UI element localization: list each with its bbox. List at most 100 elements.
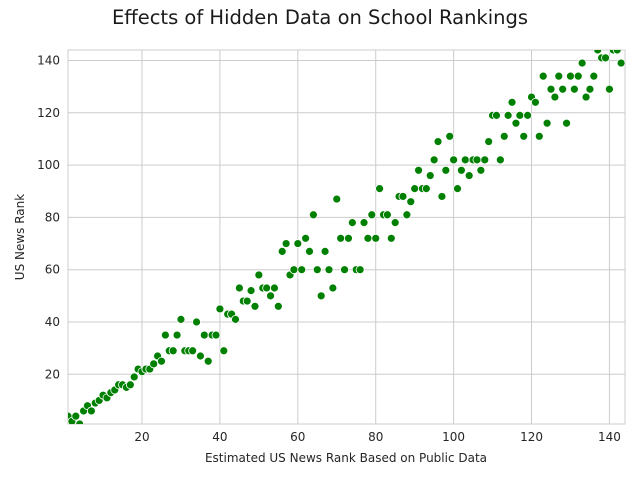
x-tick-label: 120 xyxy=(520,430,543,444)
data-point xyxy=(499,131,509,141)
x-tick-label: 20 xyxy=(134,430,149,444)
data-point xyxy=(616,58,625,68)
data-point xyxy=(359,218,369,228)
x-tick-label: 140 xyxy=(598,430,621,444)
data-point xyxy=(562,118,571,128)
data-point xyxy=(460,155,470,165)
data-point xyxy=(277,246,287,256)
data-point xyxy=(453,184,462,194)
data-point xyxy=(196,351,205,361)
data-point xyxy=(188,346,198,356)
y-tick-label: 20 xyxy=(45,367,60,381)
data-point xyxy=(363,233,373,243)
chart-title: Effects of Hidden Data on School Ranking… xyxy=(111,6,529,29)
y-tick-label: 120 xyxy=(37,106,60,120)
data-point xyxy=(402,210,412,220)
data-points xyxy=(68,50,625,424)
data-point xyxy=(324,265,334,275)
data-point xyxy=(320,246,330,256)
data-point xyxy=(449,155,459,165)
data-point xyxy=(558,84,568,94)
data-point xyxy=(534,131,544,141)
data-point xyxy=(382,210,392,220)
data-point xyxy=(375,184,385,194)
x-tick-label: 40 xyxy=(212,430,227,444)
data-point xyxy=(437,192,447,201)
x-axis-label: Estimated US News Rank Based on Public D… xyxy=(205,451,487,465)
data-point xyxy=(507,97,517,107)
data-point xyxy=(554,71,564,81)
data-point xyxy=(585,84,595,94)
data-point xyxy=(414,165,423,175)
data-point xyxy=(270,283,279,293)
data-point xyxy=(176,314,186,324)
data-point xyxy=(344,233,353,243)
data-point xyxy=(480,155,490,165)
data-point xyxy=(160,330,170,340)
x-tick-label: 100 xyxy=(442,430,465,444)
data-point xyxy=(231,314,240,324)
data-point xyxy=(519,131,529,141)
data-point xyxy=(262,283,272,293)
y-tick-label: 140 xyxy=(37,53,60,67)
data-point xyxy=(172,330,182,340)
axes-frame xyxy=(67,49,626,425)
x-tick-label: 60 xyxy=(290,430,305,444)
data-point xyxy=(523,110,533,120)
data-point xyxy=(340,265,349,275)
data-point xyxy=(421,184,431,194)
y-axis-ticks: 20 40 60 80 100 120 140 xyxy=(37,53,60,381)
data-point xyxy=(531,97,540,107)
data-point xyxy=(129,372,139,382)
data-point xyxy=(601,53,610,63)
data-point xyxy=(203,356,213,366)
data-point xyxy=(566,71,575,81)
data-point xyxy=(476,165,486,175)
data-point xyxy=(316,291,326,301)
data-point xyxy=(398,192,408,201)
x-axis-ticks: 20 40 60 80 100 120 140 xyxy=(134,430,621,444)
data-point xyxy=(511,118,521,128)
data-point xyxy=(429,155,439,165)
y-tick-label: 80 xyxy=(45,210,60,224)
data-point xyxy=(308,210,318,220)
data-point xyxy=(390,218,400,228)
data-point xyxy=(273,301,283,311)
data-point xyxy=(168,346,178,356)
y-axis-label: US News Rank xyxy=(13,194,27,280)
data-point xyxy=(301,233,311,243)
data-point xyxy=(589,71,599,81)
data-point xyxy=(445,131,455,141)
data-point xyxy=(125,380,135,390)
data-point xyxy=(211,330,221,340)
y-tick-label: 60 xyxy=(45,263,60,277)
data-point xyxy=(347,218,357,228)
data-point xyxy=(71,411,81,421)
data-point xyxy=(569,84,579,94)
data-point xyxy=(457,165,466,175)
data-point xyxy=(266,291,275,301)
data-point xyxy=(75,419,85,424)
y-tick-label: 40 xyxy=(45,315,60,329)
data-point xyxy=(367,210,377,220)
data-point xyxy=(293,239,303,248)
data-point xyxy=(441,165,451,175)
data-point xyxy=(328,283,338,293)
data-point xyxy=(484,137,494,146)
data-point xyxy=(605,84,614,94)
data-point xyxy=(495,155,505,165)
data-point xyxy=(215,304,225,314)
data-point xyxy=(234,283,244,293)
data-point xyxy=(433,137,443,146)
data-point xyxy=(425,171,435,180)
data-point xyxy=(149,359,159,369)
data-point xyxy=(336,233,346,243)
data-point xyxy=(289,265,299,275)
grid-lines xyxy=(68,50,625,424)
data-point xyxy=(406,197,416,207)
data-point xyxy=(219,346,229,356)
data-point xyxy=(199,330,209,340)
data-point xyxy=(410,184,420,194)
data-point xyxy=(503,110,513,120)
